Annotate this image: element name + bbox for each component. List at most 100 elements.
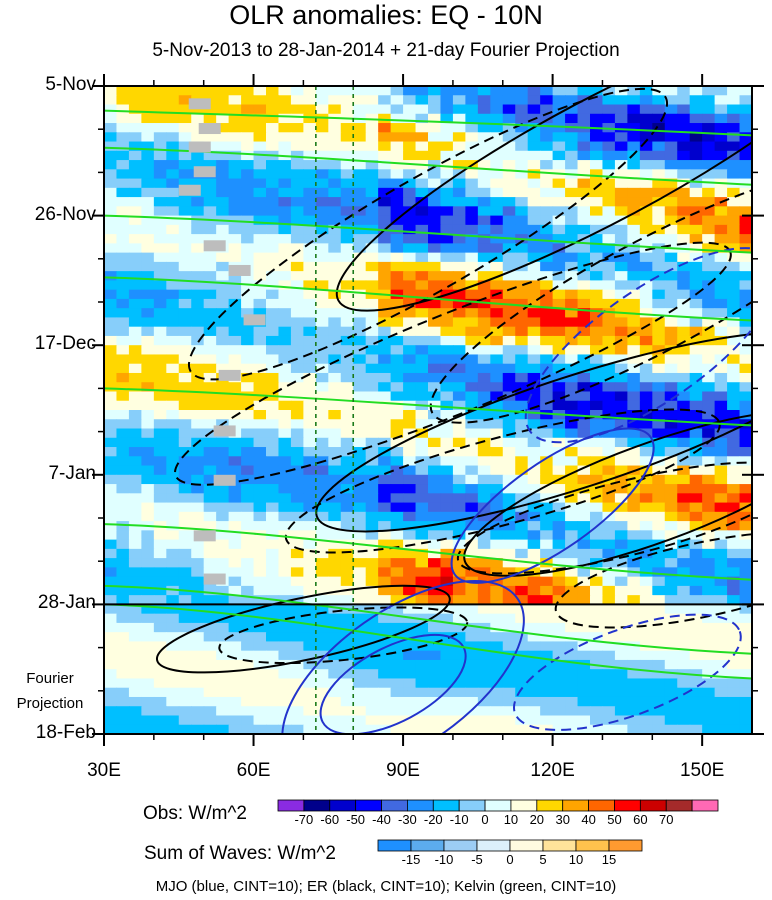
field-cell bbox=[440, 678, 454, 689]
field-cell bbox=[452, 659, 466, 670]
field-cell bbox=[116, 95, 130, 106]
field-cell bbox=[627, 659, 641, 670]
field-cell bbox=[228, 715, 242, 726]
field-cell bbox=[639, 669, 653, 680]
field-cell bbox=[452, 493, 466, 504]
field-cell bbox=[390, 391, 404, 402]
field-cell bbox=[577, 706, 591, 717]
field-cell bbox=[353, 595, 367, 605]
field-cell bbox=[565, 641, 579, 652]
field-cell bbox=[527, 659, 541, 670]
field-cell bbox=[340, 511, 354, 522]
field-cell bbox=[428, 317, 442, 328]
field-cell bbox=[141, 632, 155, 643]
field-cell bbox=[540, 289, 554, 300]
field-cell bbox=[191, 261, 205, 272]
field-cell bbox=[540, 696, 554, 707]
field-cell bbox=[540, 243, 554, 254]
field-cell bbox=[664, 641, 678, 652]
waves-colorbar-tick-label: -10 bbox=[434, 852, 454, 867]
field-cell bbox=[440, 530, 454, 541]
field-cell bbox=[153, 104, 167, 115]
field-cell bbox=[590, 502, 604, 513]
field-cell bbox=[515, 187, 529, 198]
field-cell bbox=[303, 335, 317, 346]
field-cell bbox=[428, 659, 442, 670]
field-cell bbox=[739, 706, 752, 717]
field-cell bbox=[253, 576, 267, 587]
field-cell bbox=[602, 669, 616, 680]
missing-data-block bbox=[218, 369, 241, 381]
field-cell bbox=[527, 345, 541, 356]
field-cell bbox=[664, 724, 678, 734]
field-cell bbox=[141, 317, 155, 328]
field-cell bbox=[191, 567, 205, 578]
field-cell bbox=[203, 178, 217, 189]
field-cell bbox=[552, 289, 566, 300]
field-cell bbox=[378, 141, 392, 152]
field-cell bbox=[490, 706, 504, 717]
field-cell bbox=[565, 252, 579, 263]
field-cell bbox=[652, 511, 666, 522]
field-cell bbox=[490, 400, 504, 411]
field-cell bbox=[577, 317, 591, 328]
field-cell bbox=[290, 558, 304, 568]
field-cell bbox=[253, 558, 267, 568]
field-cell bbox=[278, 261, 292, 272]
field-cell bbox=[502, 706, 516, 717]
field-cell bbox=[415, 447, 429, 457]
field-cell bbox=[241, 419, 255, 430]
field-cell bbox=[378, 160, 392, 170]
field-cell bbox=[403, 678, 417, 689]
field-cell bbox=[365, 400, 379, 411]
field-cell bbox=[290, 215, 304, 226]
field-cell bbox=[565, 104, 579, 115]
field-cell bbox=[590, 410, 604, 420]
field-cell bbox=[403, 261, 417, 272]
field-cell bbox=[128, 474, 142, 485]
field-cell bbox=[104, 632, 118, 643]
field-cell bbox=[104, 650, 118, 661]
field-cell bbox=[702, 169, 716, 180]
field-cell bbox=[727, 558, 741, 568]
field-cell bbox=[303, 521, 317, 531]
field-cell bbox=[452, 567, 466, 578]
missing-data-block bbox=[188, 98, 211, 110]
field-cell bbox=[365, 696, 379, 707]
field-cell bbox=[652, 289, 666, 300]
field-cell bbox=[515, 502, 529, 513]
field-cell bbox=[166, 123, 180, 133]
field-cell bbox=[241, 511, 255, 522]
field-cell bbox=[241, 706, 255, 717]
field-cell bbox=[328, 187, 342, 198]
field-cell bbox=[266, 354, 280, 365]
field-cell bbox=[677, 678, 691, 689]
field-cell bbox=[315, 354, 329, 365]
field-cell bbox=[515, 308, 529, 319]
field-cell bbox=[714, 141, 728, 152]
field-cell bbox=[639, 493, 653, 504]
field-cell bbox=[652, 604, 666, 615]
field-cell bbox=[689, 280, 703, 291]
field-cell bbox=[328, 613, 342, 624]
field-cell bbox=[552, 604, 566, 615]
field-cell bbox=[353, 400, 367, 411]
field-cell bbox=[353, 604, 367, 615]
field-cell bbox=[664, 447, 678, 457]
field-cell bbox=[116, 724, 130, 734]
field-cell bbox=[565, 548, 579, 559]
field-cell bbox=[739, 613, 752, 624]
field-cell bbox=[440, 169, 454, 180]
field-cell bbox=[378, 530, 392, 541]
field-cell bbox=[104, 456, 118, 467]
field-cell bbox=[465, 669, 479, 680]
field-cell bbox=[590, 641, 604, 652]
field-cell bbox=[241, 715, 255, 726]
field-cell bbox=[677, 354, 691, 365]
field-cell bbox=[677, 317, 691, 328]
field-cell bbox=[739, 659, 752, 670]
field-cell bbox=[278, 650, 292, 661]
field-cell bbox=[590, 150, 604, 161]
field-cell bbox=[714, 484, 728, 494]
field-cell bbox=[216, 123, 230, 133]
